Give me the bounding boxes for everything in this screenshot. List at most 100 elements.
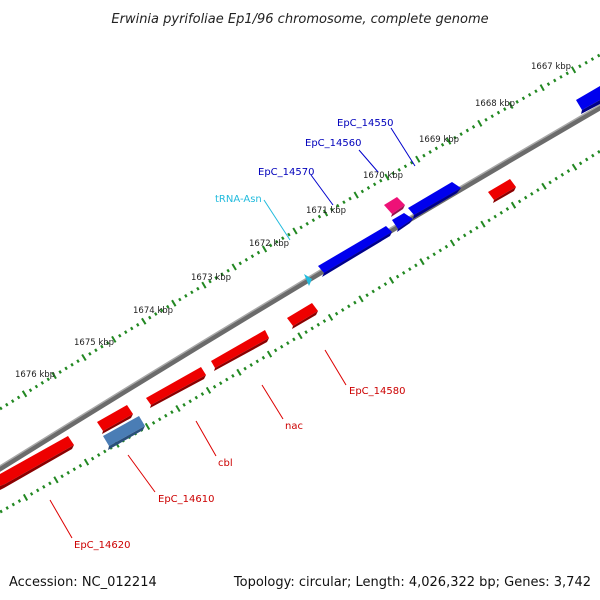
minor-tick bbox=[292, 337, 296, 342]
minor-tick bbox=[459, 132, 463, 136]
major-tick bbox=[353, 191, 359, 199]
gene-offscreen-forward[interactable] bbox=[576, 86, 600, 110]
minor-tick bbox=[456, 237, 461, 242]
gene-epc14570[interactable] bbox=[318, 226, 392, 273]
gene-label-epc14580[interactable]: EpC_14580 bbox=[349, 386, 405, 397]
minor-tick bbox=[334, 311, 339, 316]
chromosome-backbone-highlight bbox=[0, 104, 600, 467]
gene-nac[interactable] bbox=[211, 330, 269, 368]
minor-tick bbox=[218, 381, 223, 386]
minor-tick bbox=[250, 254, 255, 259]
major-tick bbox=[201, 281, 207, 289]
gene-label-epc14620[interactable]: EpC_14620 bbox=[74, 540, 130, 551]
minor-tick bbox=[184, 294, 188, 298]
reverse-genes bbox=[0, 179, 516, 490]
minor-tick bbox=[214, 276, 218, 280]
minor-tick bbox=[255, 359, 260, 364]
minor-tick bbox=[182, 403, 186, 407]
minor-tick bbox=[559, 75, 563, 79]
gene-epc14580[interactable] bbox=[287, 303, 318, 326]
chromosome-backbone bbox=[0, 105, 600, 472]
kbp-label: 1668 kbp bbox=[475, 99, 515, 109]
minor-tick bbox=[157, 417, 162, 422]
minor-tick bbox=[391, 171, 395, 176]
kbp-label: 1671 kbp bbox=[306, 206, 346, 216]
minor-tick bbox=[383, 282, 388, 286]
minor-tick bbox=[178, 297, 182, 302]
genome-summary-text: Topology: circular; Length: 4,026,322 bp… bbox=[233, 575, 591, 590]
minor-tick bbox=[78, 463, 83, 468]
gene-label-epc14570[interactable]: EpC_14570 bbox=[258, 167, 314, 178]
minor-tick bbox=[130, 326, 134, 331]
gene-epc14610-shade bbox=[108, 426, 145, 450]
minor-tick bbox=[377, 285, 382, 290]
major-tick bbox=[236, 368, 242, 376]
minor-tick bbox=[590, 57, 595, 61]
minor-tick bbox=[311, 218, 316, 223]
minor-tick bbox=[408, 267, 412, 271]
major-tick bbox=[419, 258, 425, 266]
minor-tick bbox=[395, 274, 400, 279]
minor-tick bbox=[517, 199, 522, 204]
kbp-label: 1676 kbp bbox=[15, 370, 55, 380]
minor-tick bbox=[256, 250, 261, 255]
gene-cbl[interactable] bbox=[146, 367, 206, 405]
major-tick bbox=[510, 201, 517, 209]
minor-tick bbox=[58, 370, 62, 374]
minor-tick bbox=[261, 355, 266, 360]
minor-tick bbox=[554, 176, 558, 181]
gene-label-epc14610[interactable]: EpC_14610 bbox=[158, 494, 214, 505]
minor-tick bbox=[471, 125, 476, 129]
gene-label-epc14560[interactable]: EpC_14560 bbox=[305, 138, 361, 149]
minor-tick bbox=[5, 506, 9, 510]
gene-epc14620[interactable] bbox=[0, 436, 74, 486]
gene-label-cbl[interactable]: cbl bbox=[218, 458, 233, 469]
gene-epc14610-reverse[interactable] bbox=[97, 405, 133, 431]
gene-epc14620-shade bbox=[0, 445, 74, 490]
gene-epc14560[interactable] bbox=[392, 213, 413, 229]
minor-tick bbox=[100, 344, 104, 349]
major-tick bbox=[446, 137, 452, 145]
minor-tick bbox=[304, 330, 308, 334]
minor-tick bbox=[17, 499, 22, 503]
kbp-label: 1672 kbp bbox=[249, 239, 289, 249]
gene-epc14610-reverse-shade bbox=[102, 414, 133, 434]
gene-label-nac[interactable]: nac bbox=[285, 421, 303, 432]
minor-tick bbox=[200, 392, 205, 396]
minor-tick bbox=[484, 117, 488, 122]
gene-label-trna-asn[interactable]: tRNA-Asn bbox=[215, 194, 262, 205]
minor-tick bbox=[249, 363, 253, 367]
gene-epc14610[interactable] bbox=[103, 416, 145, 446]
callout-line bbox=[263, 199, 291, 241]
minor-tick bbox=[366, 186, 371, 190]
minor-tick bbox=[29, 492, 34, 496]
major-tick bbox=[231, 263, 237, 271]
minor-tick bbox=[546, 82, 551, 86]
minor-tick bbox=[194, 395, 199, 400]
major-tick bbox=[449, 239, 456, 247]
major-tick bbox=[175, 404, 181, 413]
minor-tick bbox=[151, 421, 156, 425]
trna-asn-marker[interactable] bbox=[304, 274, 312, 286]
minor-tick bbox=[536, 188, 540, 192]
map-title: Erwinia pyrifoliae Ep1/96 chromosome, co… bbox=[111, 12, 488, 27]
gene-offscreen-reverse[interactable] bbox=[488, 179, 516, 200]
minor-tick bbox=[287, 232, 291, 237]
callout-line bbox=[310, 174, 334, 206]
minor-tick bbox=[438, 248, 443, 253]
gene-magenta[interactable] bbox=[384, 197, 405, 214]
major-tick bbox=[266, 350, 273, 358]
minor-tick bbox=[286, 341, 290, 345]
major-tick bbox=[508, 101, 514, 110]
gene-label-epc14550[interactable]: EpC_14550 bbox=[337, 118, 393, 129]
major-tick bbox=[205, 386, 212, 394]
gene-epc14550-shade bbox=[413, 188, 461, 219]
minor-tick bbox=[530, 192, 534, 196]
minor-tick bbox=[46, 377, 50, 382]
gene-epc14550[interactable] bbox=[408, 182, 461, 215]
minor-tick bbox=[166, 304, 170, 309]
major-tick bbox=[22, 493, 29, 501]
minor-tick bbox=[340, 308, 345, 312]
gene-offscreen-reverse-shade bbox=[493, 187, 516, 203]
minor-tick bbox=[426, 256, 430, 260]
